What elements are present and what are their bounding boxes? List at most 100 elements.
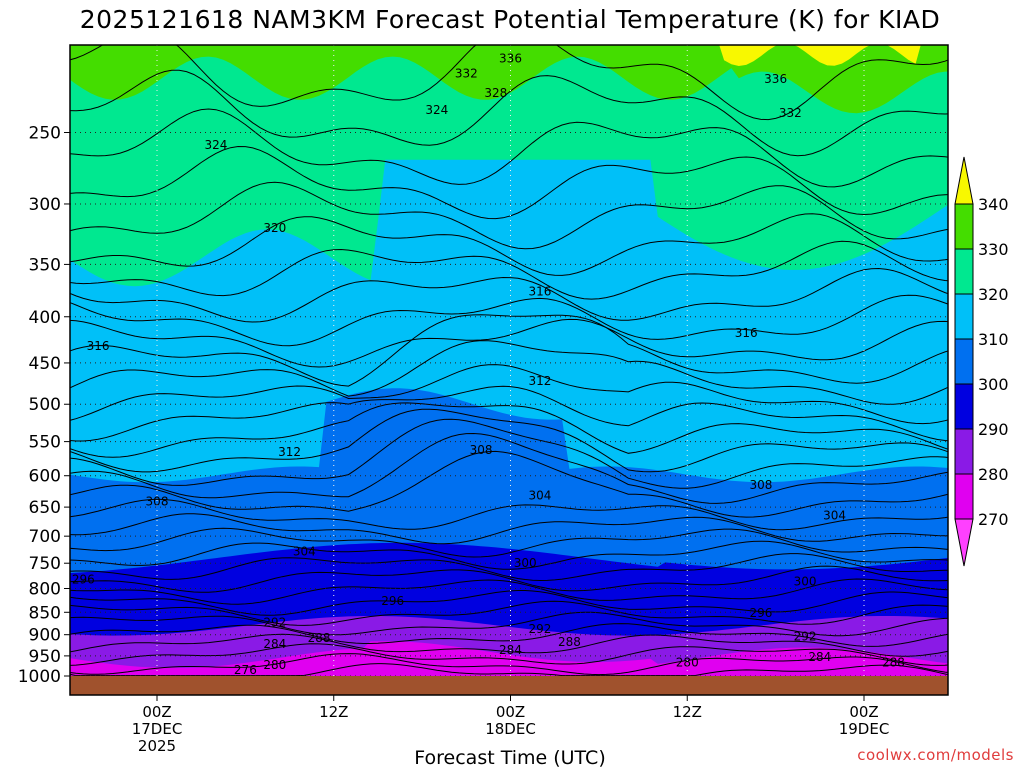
contour-line [70,318,948,368]
contour-line [70,408,948,473]
contour-label: 316 [87,339,110,353]
colorbar-tick-label: 310 [978,330,1009,349]
contour-label: 304 [529,488,552,502]
contour-label: 292 [529,622,552,636]
colorbar-tick-label: 270 [978,510,1009,529]
contour-line [70,513,948,545]
contour-line [70,314,948,387]
contour-label: 308 [749,478,772,492]
contour-label: 296 [72,573,95,587]
colorbar-bin [954,293,974,340]
y-tick-label: 850 [29,603,61,623]
contour-label: 320 [263,221,286,235]
x-tick-label: 00Z [496,703,525,721]
colorbar-tick-label: 300 [978,375,1009,394]
contour-label: 288 [882,655,905,669]
colorbar-bin [954,203,974,250]
contour-line [70,45,948,121]
y-tick-label: 700 [29,527,61,547]
contour-line [70,600,948,626]
contour-label: 284 [499,643,522,657]
colorbar-tick-label: 280 [978,465,1009,484]
plot-area: 336 332 328 324 324 336 332 320 316 316 316 312 312 3… [69,44,949,696]
contour-label: 276 [234,663,257,677]
contour-label: 284 [808,650,831,664]
contour-label: 288 [558,635,581,649]
y-tick-label: 600 [29,467,61,487]
y-tick-label: 450 [29,354,61,374]
contour-label: 312 [529,374,552,388]
chart-title: 2025121618 NAM3KM Forecast Potential Tem… [80,5,941,34]
contour-label: 308 [146,495,169,509]
contour-label: 328 [484,86,507,100]
contour-label: 280 [263,658,286,672]
y-tick-label: 350 [29,255,61,275]
y-tick-label: 650 [29,498,61,518]
contour-label: 316 [529,284,552,298]
contour-label: 292 [263,615,286,629]
contour-line [70,540,948,570]
y-tick-label: 400 [29,308,61,328]
y-tick-label: 1000 [18,667,61,687]
x-tick-label: 00Z [849,703,878,721]
x-tick-label: 12Z [319,703,348,721]
contour-line [70,418,948,489]
contour-label: 336 [499,51,522,65]
contour-line [70,267,948,323]
colorbar-bin [954,428,974,475]
y-tick-label: 550 [29,433,61,453]
x-tick-label: 12Z [673,703,702,721]
contour-line [70,213,948,276]
x-tick-label: 17DEC [132,720,183,738]
contour-label: 280 [676,655,699,669]
contour-label: 300 [514,556,537,570]
y-tick-label: 750 [29,554,61,574]
x-axis-label: Forecast Time (UTC) [414,747,605,768]
contour-line [70,294,948,347]
colorbar-tick-label: 290 [978,420,1009,439]
contour-label: 312 [278,445,301,459]
contour-label: 316 [735,326,758,340]
ground-fill [70,676,948,695]
contour-line [70,633,948,657]
credit-text: coolwx.com/models [857,746,1014,764]
colorbar-bin [954,338,974,385]
plot-frame [69,44,949,696]
contour-line [70,385,948,442]
colorbar-legend: 340 330 320 310 300 290 280 270 [954,156,1009,567]
colorbar-under-arrow [954,518,974,567]
contour-line [70,565,948,593]
x-tick-label: 00Z [142,703,171,721]
contour-label: 332 [779,106,802,120]
colorbar-tick-label: 330 [978,240,1009,259]
x-tick-label: 2025 [138,737,176,755]
colorbar-bin [954,248,974,295]
colorbar-tick-label: 340 [978,195,1009,214]
contour-label: 296 [381,594,404,608]
y-tick-label: 800 [29,580,61,600]
axis-ticks: 250 300 350 400 450 500 550 600 650 700 750 800 850 9… [18,123,890,755]
colorbar-tick-label: 320 [978,285,1009,304]
contour-line [70,553,948,582]
contour-line [70,527,948,558]
contour-label: 296 [749,606,772,620]
contour-label: 288 [308,631,331,645]
contour-label: 336 [764,72,787,86]
contour-line [70,181,948,250]
colorbar-bin [954,383,974,430]
contour-line [70,108,948,188]
contour-label: 332 [455,66,478,80]
contour-label: 300 [794,575,817,589]
contour-label: 324 [425,103,448,117]
contour-line [70,364,948,425]
contour-line [70,340,948,405]
contour-label: 284 [263,637,286,651]
contour-label: 324 [204,138,227,152]
contour-label: 292 [794,629,817,643]
x-tick-label: 19DEC [839,720,890,738]
y-tick-label: 900 [29,626,61,646]
contour-label: 308 [470,443,493,457]
y-tick-label: 300 [29,195,61,215]
y-tick-label: 950 [29,647,61,667]
